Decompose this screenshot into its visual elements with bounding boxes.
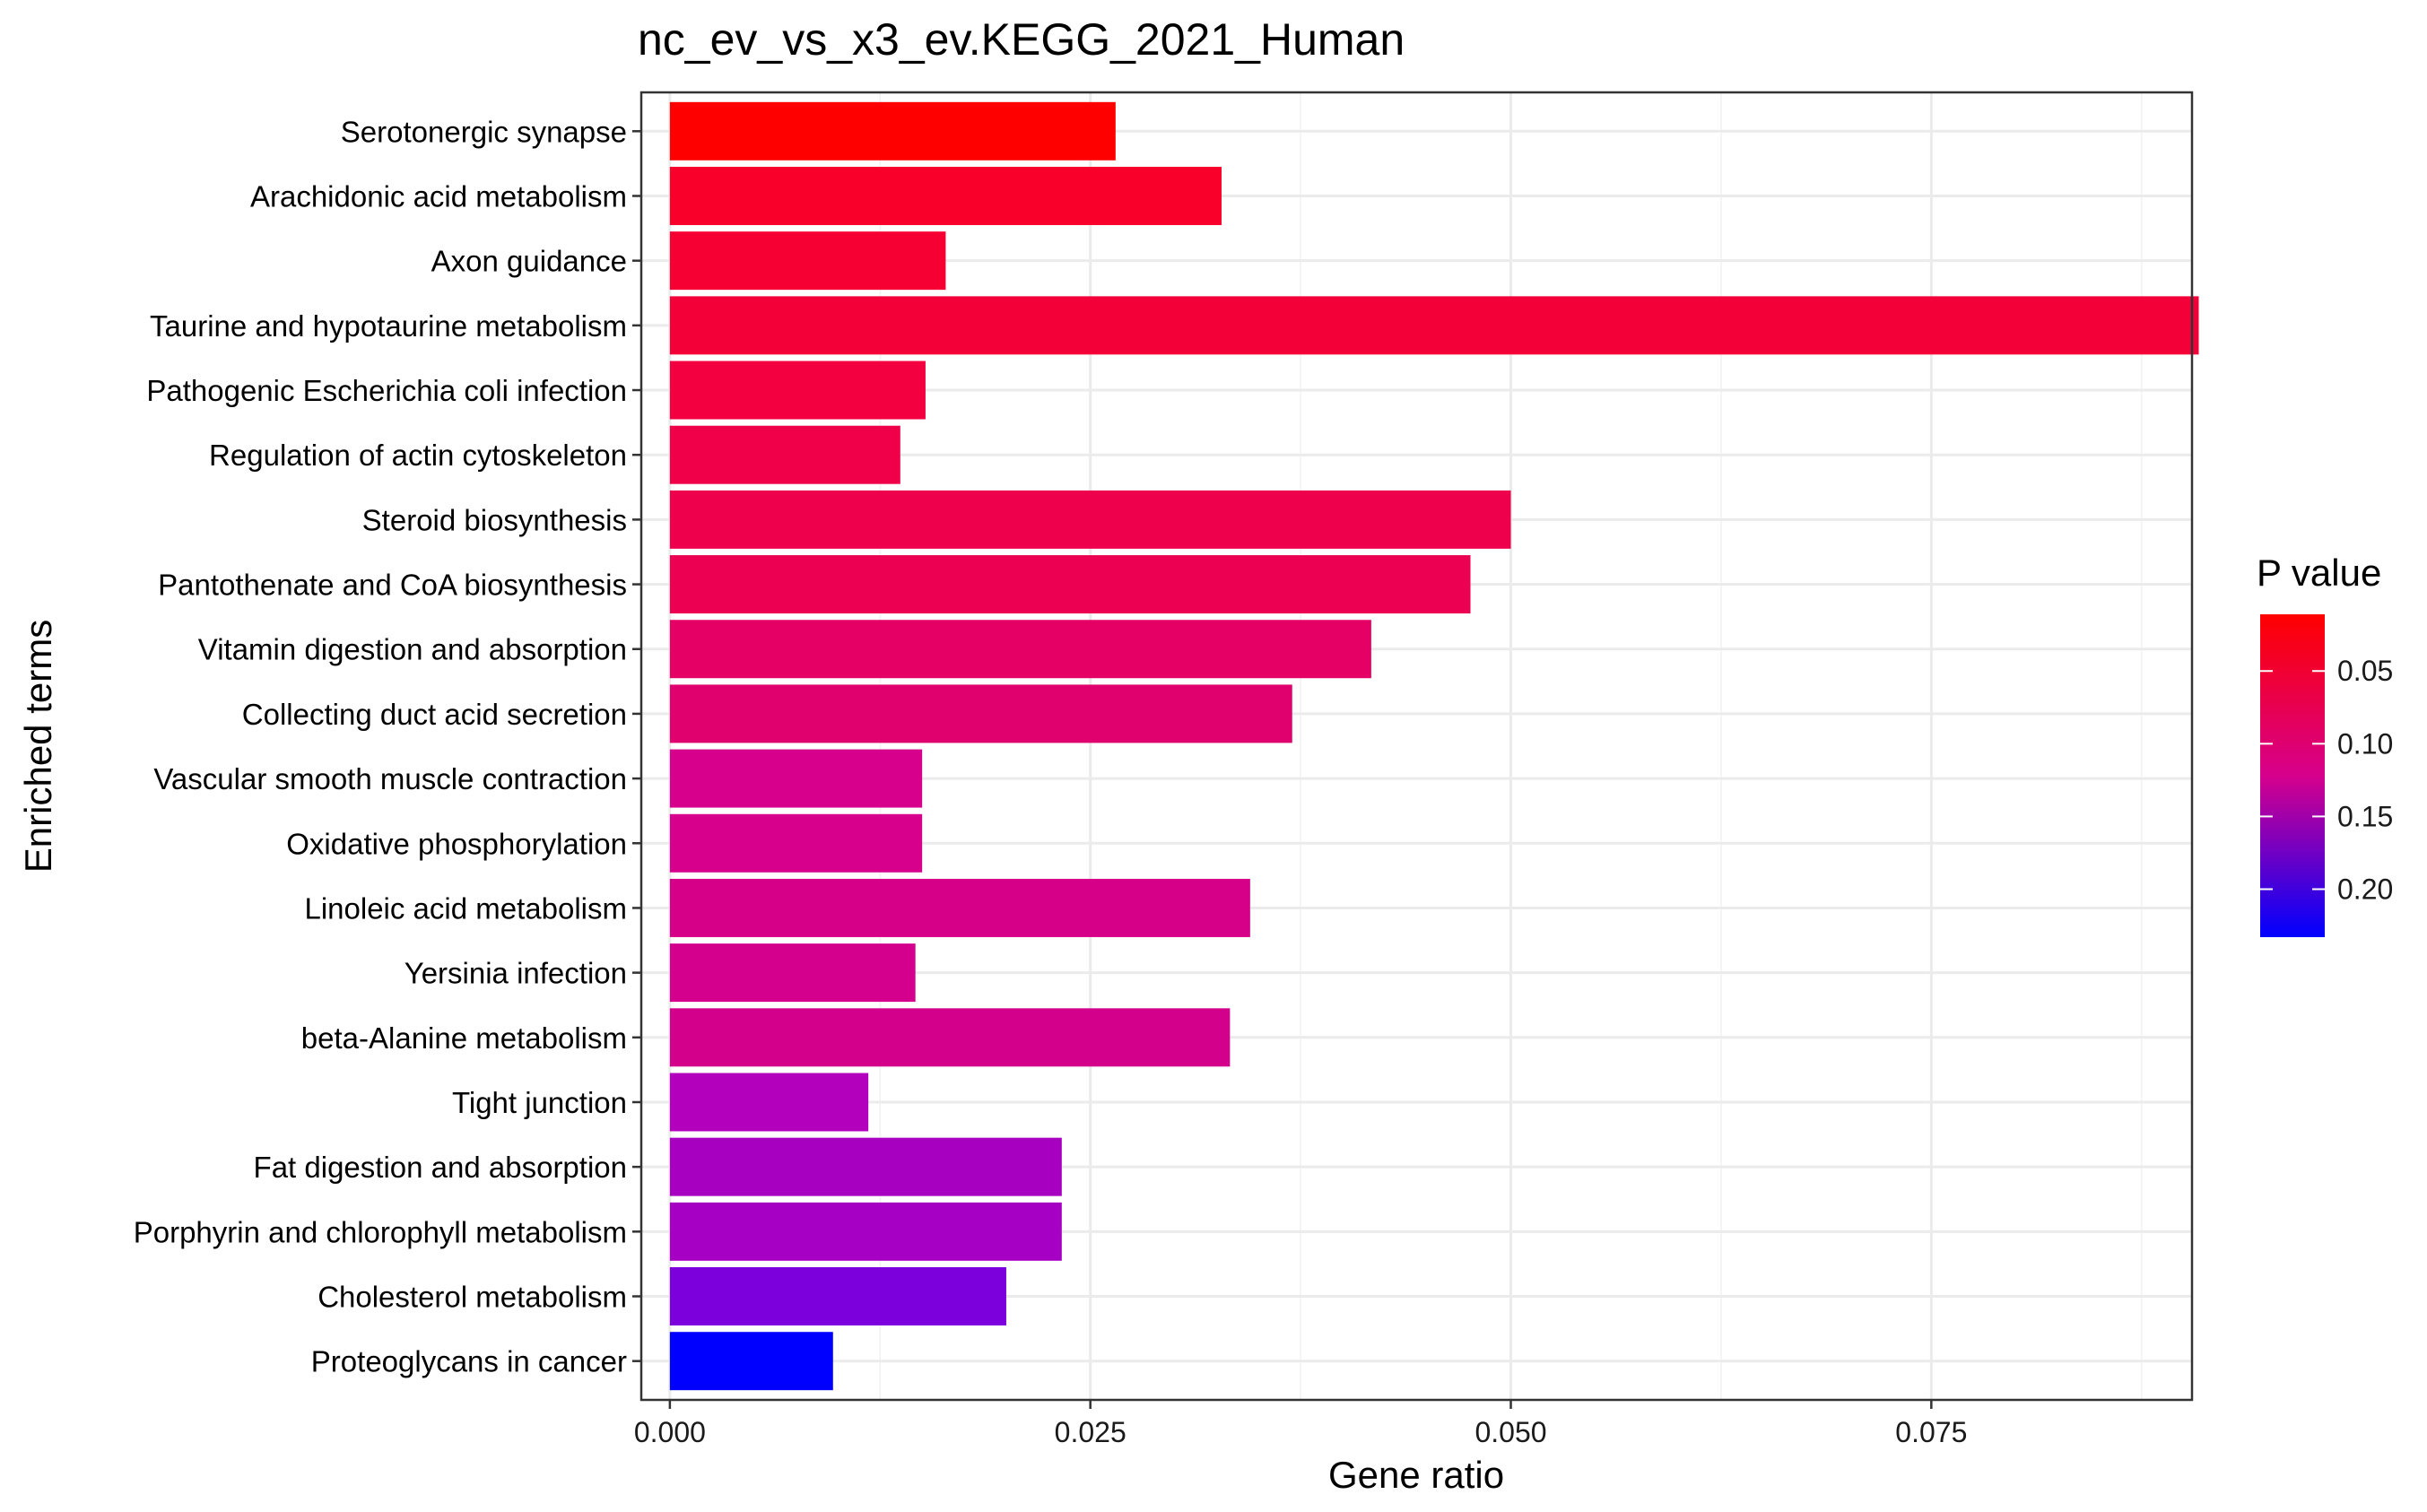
bar (669, 684, 1292, 743)
legend-title: P value (2257, 552, 2381, 594)
bar (669, 490, 1511, 549)
bar (669, 425, 900, 484)
bar (669, 296, 2199, 355)
x-axis: 0.000 0.025 0.050 0.075 (634, 1400, 1967, 1448)
y-tick-label: Linoleic acid metabolism (304, 891, 627, 925)
legend-tick-label: 0.05 (2337, 655, 2393, 687)
y-tick-label: Steroid biosynthesis (362, 503, 627, 536)
bar (669, 943, 916, 1003)
chart-title: nc_ev_vs_x3_ev.KEGG_2021_Human (638, 14, 1405, 65)
bar (669, 101, 1116, 161)
bar (669, 878, 1250, 937)
y-tick-label: Vascular smooth muscle contraction (153, 762, 627, 795)
bar (669, 749, 923, 808)
y-tick-label: Pathogenic Escherichia coli infection (146, 374, 627, 407)
x-tick-label: 0.025 (1055, 1416, 1127, 1448)
legend: P value 0.05 0.10 0.15 0.20 (2257, 552, 2393, 937)
x-axis-title: Gene ratio (1328, 1454, 1504, 1496)
bar (669, 555, 1471, 614)
legend-colorbar (2260, 614, 2325, 937)
y-tick-label: Proteoglycans in cancer (311, 1345, 627, 1378)
y-tick-label: Yersinia infection (404, 957, 627, 990)
legend-ticks: 0.05 0.10 0.15 0.20 (2260, 655, 2393, 905)
y-tick-label: Arachidonic acid metabolism (250, 179, 627, 213)
y-tick-label: Serotonergic synapse (341, 115, 627, 148)
bar (669, 167, 1222, 225)
bars (669, 101, 2199, 1391)
bar (669, 1332, 833, 1391)
y-tick-label: Pantothenate and CoA biosynthesis (158, 569, 627, 602)
y-tick-label: Oxidative phosphorylation (286, 827, 627, 860)
x-tick-label: 0.000 (634, 1416, 706, 1448)
y-tick-label: Axon guidance (431, 245, 627, 278)
y-tick-label: Cholesterol metabolism (318, 1281, 627, 1314)
bar (669, 1008, 1231, 1067)
y-axis: Serotonergic synapse Arachidonic acid met… (134, 115, 641, 1378)
y-axis-title: Enriched terms (17, 620, 59, 873)
y-tick-label: Fat digestion and absorption (254, 1151, 627, 1184)
legend-tick-label: 0.10 (2337, 727, 2393, 760)
bar (669, 620, 1371, 679)
plot-border (639, 91, 2194, 1402)
bar (669, 1202, 1062, 1261)
legend-tick-label: 0.20 (2337, 873, 2393, 905)
y-tick-label: Tight junction (452, 1086, 627, 1119)
bar (669, 813, 923, 873)
bar (669, 361, 926, 420)
y-tick-label: Collecting duct acid secretion (242, 698, 627, 731)
bar (669, 1073, 869, 1132)
y-tick-label: Vitamin digestion and absorption (198, 633, 627, 666)
y-tick-label: Taurine and hypotaurine metabolism (150, 309, 627, 343)
bar (669, 1267, 1006, 1325)
y-tick-label: Porphyrin and chlorophyll metabolism (134, 1215, 627, 1248)
x-tick-label: 0.050 (1474, 1416, 1546, 1448)
y-tick-label: beta-Alanine metabolism (301, 1021, 627, 1055)
bar (669, 231, 946, 291)
legend-tick-label: 0.15 (2337, 800, 2393, 832)
y-tick-label: Regulation of actin cytoskeleton (209, 439, 627, 472)
bar (669, 1137, 1062, 1196)
x-tick-label: 0.075 (1895, 1416, 1967, 1448)
